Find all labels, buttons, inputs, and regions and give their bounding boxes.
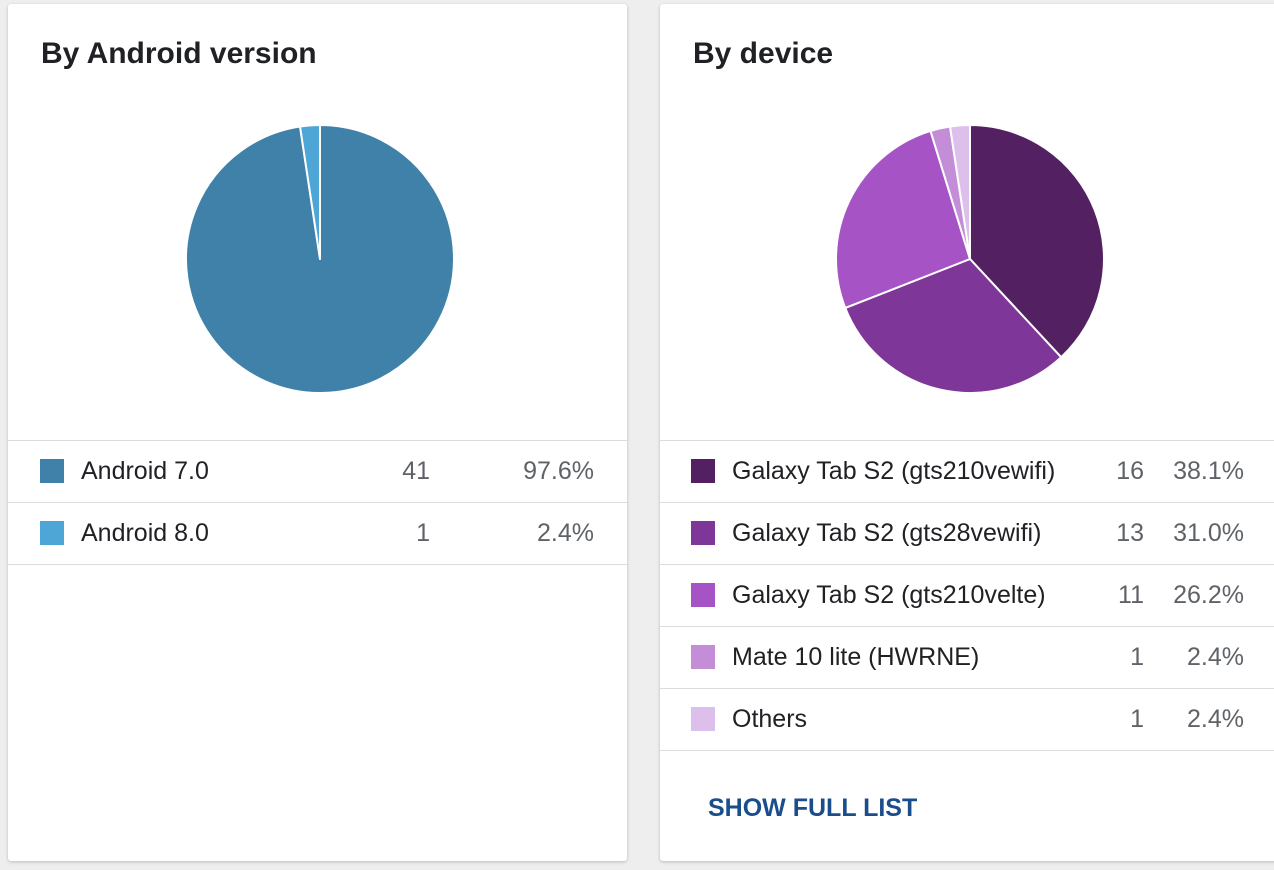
legend-row: Galaxy Tab S2 (gts28vewifi) 13 31.0% [660, 502, 1274, 564]
device-legend: Galaxy Tab S2 (gts210vewifi) 16 38.1% Ga… [660, 440, 1274, 751]
legend-swatch [40, 521, 64, 545]
legend-label: Android 8.0 [81, 519, 209, 547]
pie-slice [835, 129, 971, 309]
legend-count: 1 [1130, 705, 1144, 733]
pie-slice [969, 124, 1105, 359]
legend-swatch [40, 459, 64, 483]
legend-percentage: 97.6% [523, 457, 594, 485]
legend-row: Android 7.0 41 97.6% [8, 440, 627, 502]
legend-row: Mate 10 lite (HWRNE) 1 2.4% [660, 626, 1274, 688]
android-version-title: By Android version [41, 37, 317, 70]
legend-swatch [691, 459, 715, 483]
legend-label: Galaxy Tab S2 (gts210vewifi) [732, 457, 1056, 485]
pie-slice [299, 124, 321, 260]
legend-label: Android 7.0 [81, 457, 209, 485]
android-version-card: By Android version Android 7.0 41 97.6% … [8, 4, 627, 861]
legend-count: 11 [1118, 581, 1144, 609]
legend-label: Others [732, 705, 808, 733]
show-full-list-button[interactable]: SHOW FULL LIST [696, 790, 929, 827]
legend-percentage: 31.0% [1173, 519, 1244, 547]
legend-percentage: 38.1% [1173, 457, 1244, 485]
android-version-pie [185, 124, 455, 394]
android-version-legend: Android 7.0 41 97.6% Android 8.0 1 2.4% [8, 440, 627, 565]
legend-swatch [691, 707, 715, 731]
legend-swatch [691, 583, 715, 607]
legend-percentage: 2.4% [1187, 643, 1244, 671]
legend-swatch [691, 645, 715, 669]
legend-row: Galaxy Tab S2 (gts210vewifi) 16 38.1% [660, 440, 1274, 502]
legend-label: Galaxy Tab S2 (gts210velte) [732, 581, 1046, 609]
legend-count: 41 [402, 457, 430, 485]
legend-swatch [691, 521, 715, 545]
device-title: By device [693, 37, 834, 70]
legend-count: 13 [1116, 519, 1144, 547]
pie-slice [844, 258, 1063, 394]
legend-row: Galaxy Tab S2 (gts210velte) 11 26.2% [660, 564, 1274, 626]
legend-row: Others 1 2.4% [660, 688, 1274, 751]
legend-percentage: 2.4% [537, 519, 594, 547]
device-pie [835, 124, 1105, 394]
pie-slice [949, 124, 971, 260]
device-card: By device Galaxy Tab S2 (gts210vewifi) 1… [660, 4, 1274, 861]
legend-percentage: 2.4% [1187, 705, 1244, 733]
legend-count: 1 [416, 519, 430, 547]
legend-label: Mate 10 lite (HWRNE) [732, 643, 980, 671]
legend-label: Galaxy Tab S2 (gts28vewifi) [732, 519, 1042, 547]
legend-count: 16 [1116, 457, 1144, 485]
legend-percentage: 26.2% [1173, 581, 1244, 609]
legend-count: 1 [1130, 643, 1144, 671]
legend-row: Android 8.0 1 2.4% [8, 502, 627, 565]
